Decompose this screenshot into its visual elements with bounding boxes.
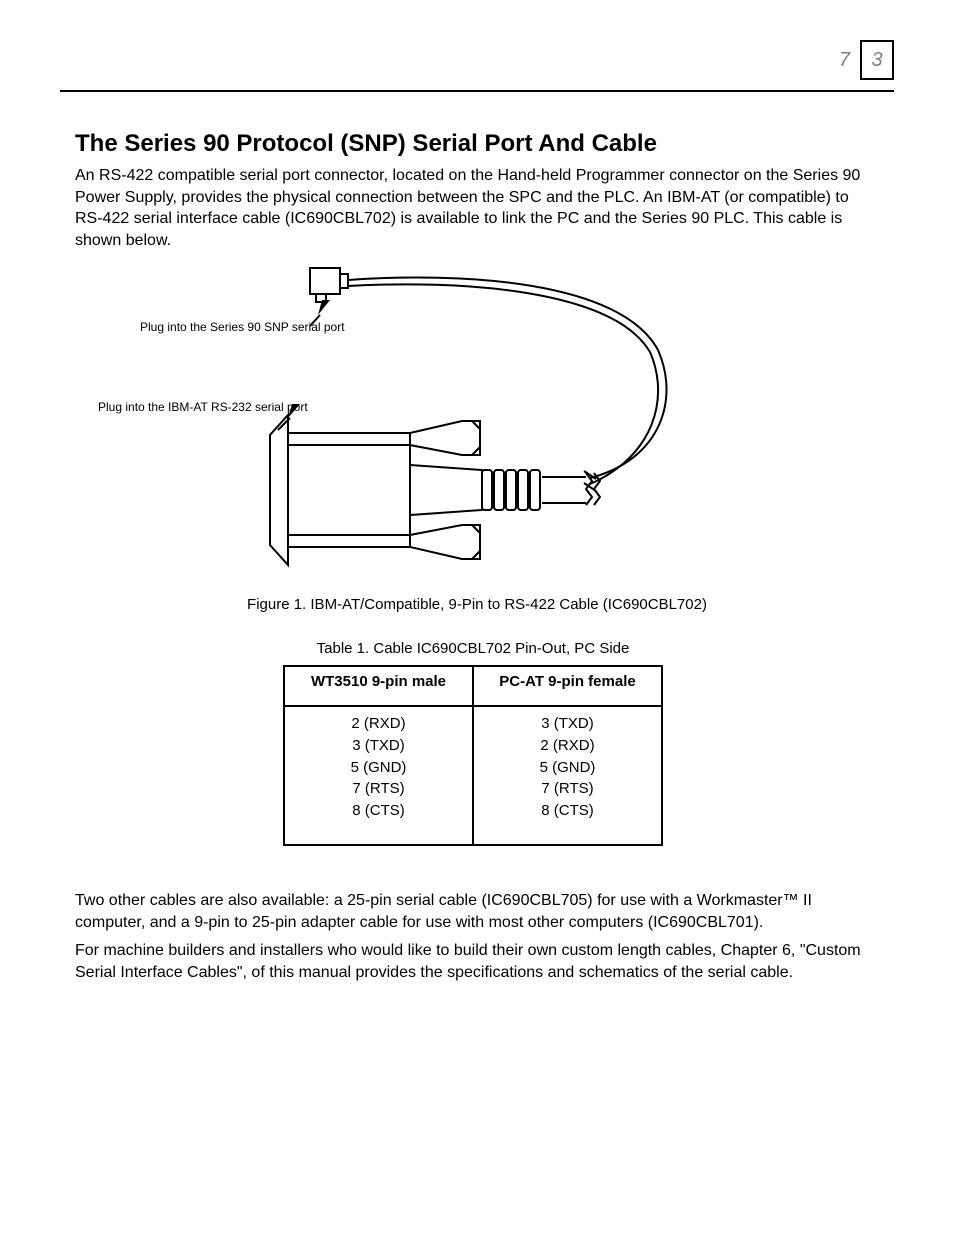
pin-row: 2 (RXD)	[484, 735, 651, 757]
pin-row: 7 (RTS)	[484, 778, 651, 800]
cable-figure: Plug into the Series 90 SNP serial port …	[160, 260, 760, 590]
table-header-row: WT3510 9-pin male PC-AT 9-pin female	[284, 666, 662, 706]
paragraph-two-cables: Two other cables are also available: a 2…	[75, 890, 879, 933]
pin-row: 8 (CTS)	[295, 800, 462, 822]
cable-drawing-svg	[160, 260, 760, 590]
pin-row: 2 (RXD)	[295, 713, 462, 735]
pin-row: 3 (TXD)	[484, 713, 651, 735]
pin-row: 3 (TXD)	[295, 735, 462, 757]
table-cell-left: 2 (RXD) 3 (TXD) 5 (GND) 7 (RTS) 8 (CTS)	[284, 706, 473, 845]
table-header-cell: WT3510 9-pin male	[284, 666, 473, 706]
pinout-table: Table 1. Cable IC690CBL702 Pin-Out, PC S…	[283, 640, 663, 846]
paragraph-custom-cables: For machine builders and installers who …	[75, 940, 879, 983]
table-row: 2 (RXD) 3 (TXD) 5 (GND) 7 (RTS) 8 (CTS) …	[284, 706, 662, 845]
intro-paragraph: An RS-422 compatible serial port connect…	[75, 165, 879, 251]
chapter-number: 3	[871, 49, 882, 72]
figure-label-rj45: Plug into the Series 90 SNP serial port	[140, 320, 345, 334]
figure-label-db9: Plug into the IBM-AT RS-232 serial port	[98, 400, 308, 414]
chapter-number-box: 3	[860, 40, 894, 80]
header-rule	[60, 90, 894, 92]
pin-row: 5 (GND)	[295, 757, 462, 779]
pin-row: 7 (RTS)	[295, 778, 462, 800]
table-header-cell: PC-AT 9-pin female	[473, 666, 662, 706]
page-number-group: 7 3	[839, 40, 894, 80]
page-number-label: 7	[839, 49, 850, 72]
section-heading: The Series 90 Protocol (SNP) Serial Port…	[75, 130, 879, 158]
pin-row: 8 (CTS)	[484, 800, 651, 822]
pin-row: 5 (GND)	[484, 757, 651, 779]
table-cell-right: 3 (TXD) 2 (RXD) 5 (GND) 7 (RTS) 8 (CTS)	[473, 706, 662, 845]
figure-caption: Figure 1. IBM-AT/Compatible, 9-Pin to RS…	[0, 596, 954, 613]
table-caption: Table 1. Cable IC690CBL702 Pin-Out, PC S…	[283, 640, 663, 665]
